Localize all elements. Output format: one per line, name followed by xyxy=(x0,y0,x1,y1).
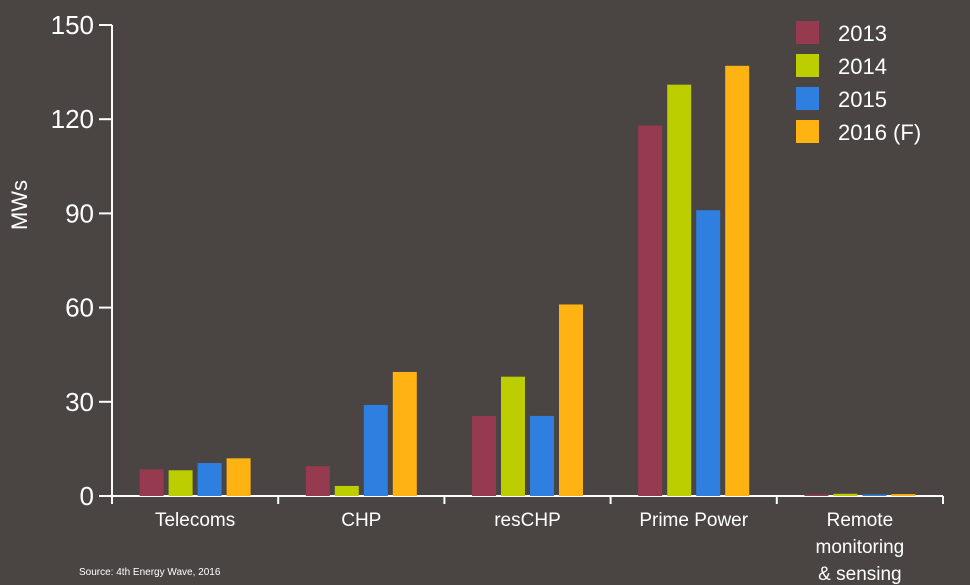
legend-swatch xyxy=(796,87,819,110)
bar-2015-2 xyxy=(530,415,554,496)
legend-label: 2015 xyxy=(838,87,887,112)
bar-2015-0 xyxy=(197,463,222,496)
y-tick-label-120: 120 xyxy=(51,104,94,134)
bar-2016-f--4 xyxy=(891,494,916,496)
bar-2014-1 xyxy=(334,485,359,496)
bar-2013-3 xyxy=(638,125,663,496)
bar-2013-0 xyxy=(139,469,164,496)
legend-swatch xyxy=(796,120,819,143)
category-label: Telecoms xyxy=(155,510,235,531)
category-label: & sensing xyxy=(818,564,901,585)
bar-2016-f--0 xyxy=(226,458,251,496)
legend: 2013 2014 2015 2016 (F) xyxy=(796,21,921,145)
category-label: resCHP xyxy=(494,510,561,531)
bar-2016-f--2 xyxy=(559,304,583,496)
bars xyxy=(139,65,916,496)
legend-label: 2016 (F) xyxy=(838,120,921,145)
legend-swatch xyxy=(796,21,819,44)
bar-2013-2 xyxy=(472,415,496,496)
bar-2016-f--3 xyxy=(725,65,750,496)
source-note: Source: 4th Energy Wave, 2016 xyxy=(79,567,221,578)
bar-2015-4 xyxy=(862,494,887,496)
bar-2013-1 xyxy=(305,466,330,496)
category-labels: Telecoms CHP resCHP Prime Power Remote monito… xyxy=(155,510,904,585)
bar-2014-0 xyxy=(168,470,193,496)
x-ticks xyxy=(111,496,944,504)
bar-2013-4 xyxy=(804,494,829,496)
y-ticks: 0 30 60 90 120 150 xyxy=(51,10,112,511)
y-axis-label: MWs xyxy=(7,180,32,230)
y-tick-label-30: 30 xyxy=(65,387,94,417)
category-label: monitoring xyxy=(816,537,905,558)
bar-2015-3 xyxy=(696,210,721,496)
y-tick-label-150: 150 xyxy=(51,10,94,40)
category-label: Remote xyxy=(827,510,894,531)
bar-2015-1 xyxy=(363,404,388,496)
legend-swatch xyxy=(796,54,819,77)
category-label: Prime Power xyxy=(639,510,748,531)
y-tick-label-90: 90 xyxy=(65,198,94,228)
y-tick-label-60: 60 xyxy=(65,293,94,323)
axes: 0 30 60 90 120 150 xyxy=(51,10,944,511)
bar-2014-4 xyxy=(833,493,858,496)
y-tick-label-0: 0 xyxy=(80,481,94,511)
bar-2014-2 xyxy=(501,376,525,496)
category-label: CHP xyxy=(341,510,381,531)
bar-2014-3 xyxy=(667,84,692,496)
bar-2016-f--1 xyxy=(392,371,417,496)
legend-label: 2014 xyxy=(838,54,887,79)
legend-label: 2013 xyxy=(838,21,887,46)
